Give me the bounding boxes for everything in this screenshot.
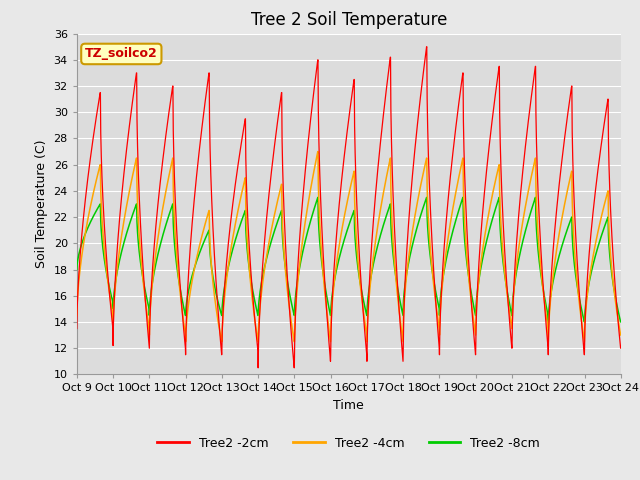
Y-axis label: Soil Temperature (C): Soil Temperature (C) <box>35 140 48 268</box>
Text: TZ_soilco2: TZ_soilco2 <box>85 48 157 60</box>
Legend: Tree2 -2cm, Tree2 -4cm, Tree2 -8cm: Tree2 -2cm, Tree2 -4cm, Tree2 -8cm <box>152 432 545 455</box>
X-axis label: Time: Time <box>333 399 364 412</box>
Title: Tree 2 Soil Temperature: Tree 2 Soil Temperature <box>251 11 447 29</box>
